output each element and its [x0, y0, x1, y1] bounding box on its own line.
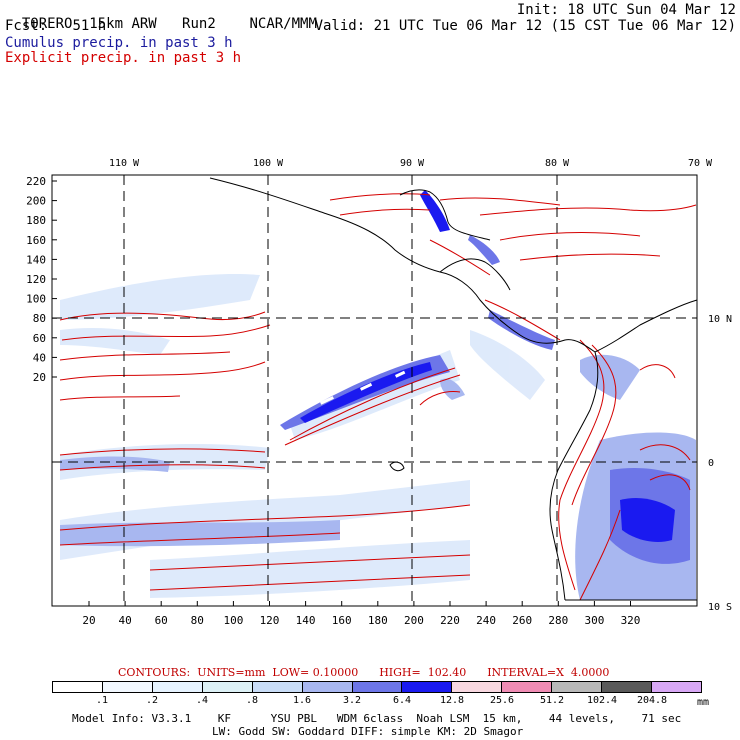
x-tick-label: 60 [155, 614, 168, 627]
x-tick-label: 200 [404, 614, 424, 627]
lon-label-100w: 100 W [253, 158, 284, 169]
bottom-x-axis: 20 40 60 80 100 120 140 160 180 200 220 240 260 280 30… [82, 601, 640, 627]
colorbar-segment [202, 682, 253, 692]
colorbar-label: .8 [245, 695, 259, 706]
x-tick-label: 140 [296, 614, 316, 627]
y-tick-label: 180 [26, 214, 46, 227]
x-tick-label: 20 [82, 614, 95, 627]
y-tick-label: 20 [33, 371, 46, 384]
init-time: Init: 18 UTC Sun 04 Mar 12 [516, 2, 736, 18]
x-tick-label: 320 [621, 614, 641, 627]
lon-label-80w: 80 W [545, 158, 570, 169]
x-tick-label: 220 [440, 614, 460, 627]
colorbar-label: 204.8 [636, 695, 668, 706]
x-tick-label: 280 [548, 614, 568, 627]
x-tick-label: 160 [332, 614, 352, 627]
colorbar-segment [652, 682, 701, 692]
colorbar-segment [552, 682, 603, 692]
colorbar-segment [152, 682, 203, 692]
colorbar-segment [302, 682, 353, 692]
y-tick-label: 140 [26, 253, 46, 266]
x-tick-label: 180 [368, 614, 388, 627]
contours-info: CONTOURS: UNITS=mm LOW= 0.10000 HIGH= 10… [118, 666, 610, 679]
fcst-value: 51 h [72, 18, 107, 34]
x-tick-label: 120 [260, 614, 280, 627]
colorbar-label: 25.6 [489, 695, 515, 706]
x-tick-label: 80 [191, 614, 204, 627]
y-tick-label: 100 [26, 293, 46, 306]
colorbar-segment [102, 682, 153, 692]
colorbar-segment [252, 682, 303, 692]
model-name: TORERO [21, 16, 73, 32]
colorbar-label: 6.4 [392, 695, 412, 706]
legend-cumulus: Cumulus precip. in past 3 h [5, 35, 233, 51]
y-tick-label: 120 [26, 273, 46, 286]
colorbar-segment [352, 682, 403, 692]
header-line-1: TORERO 15km ARW Run2 NCAR/MMM [5, 3, 317, 31]
colorbar-label: .4 [195, 695, 209, 706]
lon-label-90w: 90 W [400, 158, 425, 169]
model-info-line: Model Info: V3.3.1 KF YSU PBL WDM 6class… [72, 712, 682, 725]
left-y-axis: 220 200 180 160 140 120 100 80 60 40 20 [26, 175, 57, 384]
colorbar-label: .2 [145, 695, 159, 706]
cumulus-highlights [320, 370, 406, 405]
model-resolution: 15km ARW [89, 16, 157, 32]
x-tick-label: 240 [476, 614, 496, 627]
y-tick-label: 80 [33, 312, 46, 325]
run-label: Run2 [182, 16, 216, 32]
x-tick-label: 100 [223, 614, 243, 627]
colorbar-label: 3.2 [342, 695, 362, 706]
fcst-label: Fcst: [5, 18, 48, 34]
colorbar-segment [502, 682, 553, 692]
y-tick-label: 60 [33, 332, 46, 345]
colorbar-segment [452, 682, 503, 692]
colorbar-label: 51.2 [539, 695, 565, 706]
colorbar-labels: .1 .2 .4 .8 1.6 3.2 6.4 12.8 25.6 51.2 102.4 204.8 [52, 695, 702, 707]
explicit-precip-contours [59, 193, 697, 601]
colorbar-label: 12.8 [439, 695, 465, 706]
lon-label-110w: 110 W [109, 158, 140, 169]
legend-explicit: Explicit precip. in past 3 h [5, 50, 242, 66]
cumulus-precip-strong [60, 190, 696, 600]
y-tick-label: 160 [26, 234, 46, 247]
valid-time: Valid: 21 UTC Tue 06 Mar 12 (15 CST Tue … [314, 18, 736, 34]
lat-label-10s: 10 S [708, 602, 732, 613]
lat-label-10n: 10 N [708, 314, 732, 325]
colorbar-segment [53, 682, 103, 692]
x-tick-label: 300 [584, 614, 604, 627]
colorbar-segment [602, 682, 653, 692]
y-tick-label: 40 [33, 351, 46, 364]
y-tick-label: 220 [26, 175, 46, 188]
right-lat-labels: 10 N 0 10 S [708, 314, 732, 613]
colorbar-segment [402, 682, 453, 692]
colorbar [52, 681, 702, 693]
x-tick-label: 40 [118, 614, 131, 627]
top-lon-labels: 110 W 100 W 90 W 80 W 70 W [109, 158, 713, 169]
precip-map: 110 W 100 W 90 W 80 W 70 W 10 N 0 10 S 2… [26, 158, 732, 627]
org-label: NCAR/MMM [249, 16, 317, 32]
latlon-grid [52, 175, 697, 606]
y-tick-label: 200 [26, 195, 46, 208]
colorbar-label: 102.4 [586, 695, 618, 706]
lon-label-70w: 70 W [688, 158, 713, 169]
colorbar-unit: mm [697, 697, 710, 708]
lat-label-0: 0 [708, 458, 714, 469]
forecast-hour: Fcst: 51 h [5, 19, 106, 33]
physics-info-line: LW: Godd SW: Goddard DIFF: simple KM: 2D… [212, 725, 524, 738]
x-tick-label: 260 [512, 614, 532, 627]
colorbar-label: .1 [95, 695, 109, 706]
colorbar-label: 1.6 [292, 695, 312, 706]
